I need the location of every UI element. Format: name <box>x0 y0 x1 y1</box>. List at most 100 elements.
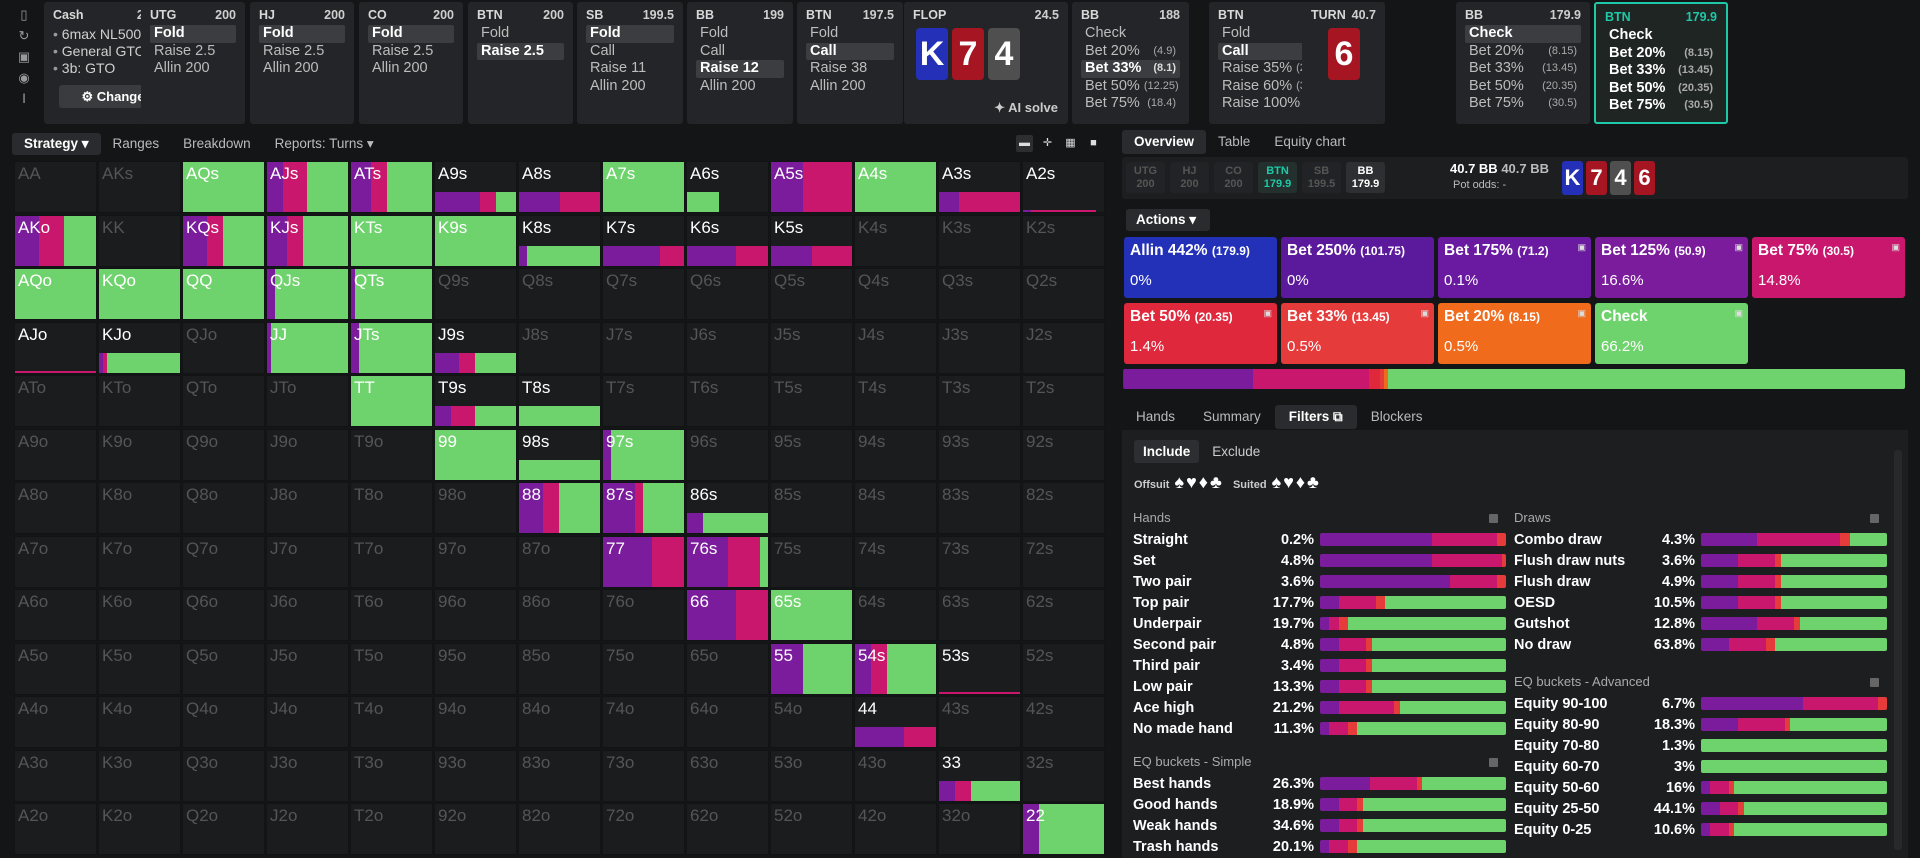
action-option[interactable]: Fold <box>696 25 784 43</box>
hand-cell[interactable]: 95o <box>434 642 517 695</box>
hand-cell[interactable]: 32s <box>1022 749 1105 802</box>
position-chip-hj[interactable]: HJ 200 <box>1170 162 1209 193</box>
hand-cell[interactable]: Q5s <box>770 268 853 320</box>
action-option[interactable]: Bet 75% (30.5) <box>1465 95 1581 113</box>
hand-cell[interactable]: AQs <box>182 161 265 213</box>
hand-cell[interactable]: A2s <box>1022 161 1105 213</box>
hand-cell[interactable]: 43o <box>854 749 937 802</box>
section-toggle-icon[interactable] <box>1489 514 1498 523</box>
suited-suit-icons[interactable]: ♠♥♦♣ <box>1271 472 1321 492</box>
hand-cell[interactable]: A8o <box>14 482 97 534</box>
bookmark-icon[interactable]: ▯ <box>20 7 28 22</box>
tab-filters[interactable]: Filters ⧉ <box>1274 405 1357 429</box>
hand-cell[interactable]: T2s <box>1022 375 1105 427</box>
action-option[interactable]: Call <box>806 42 894 60</box>
hand-cell[interactable]: Q6s <box>686 268 769 320</box>
filter-row[interactable]: Third pair 3.4% <box>1133 655 1506 676</box>
hand-cell[interactable]: A4o <box>14 696 97 748</box>
hand-cell[interactable]: 53o <box>770 749 853 802</box>
hand-cell[interactable]: 88 <box>518 482 601 534</box>
action-option[interactable]: Bet 20% (4.9) <box>1081 43 1180 61</box>
section-toggle-icon[interactable] <box>1870 678 1879 687</box>
hand-cell[interactable]: 42o <box>854 803 937 855</box>
filter-row[interactable]: Straight 0.2% <box>1133 529 1506 550</box>
hand-cell[interactable]: 96o <box>434 589 517 641</box>
tab-ranges[interactable]: Ranges <box>112 136 160 151</box>
action-option[interactable]: Call <box>1218 42 1326 60</box>
hand-cell[interactable]: 32o <box>938 803 1021 855</box>
filter-row[interactable]: Equity 90-100 6.7% <box>1514 693 1887 714</box>
hand-cell[interactable]: 82o <box>518 803 601 855</box>
hand-cell[interactable]: A5s <box>770 161 853 213</box>
hand-cell[interactable]: 82s <box>1022 482 1105 534</box>
hand-cell[interactable]: 43s <box>938 696 1021 748</box>
filter-row[interactable]: Flush draw 4.9% <box>1514 571 1887 592</box>
hand-cell[interactable]: 55 <box>770 642 853 695</box>
hand-cell[interactable]: Q9o <box>182 428 265 481</box>
hand-cell[interactable]: ATo <box>14 375 97 427</box>
tab-equity-chart[interactable]: Equity chart <box>1274 134 1346 149</box>
hand-cell[interactable]: T5o <box>350 642 433 695</box>
hand-cell[interactable]: A3s <box>938 161 1021 213</box>
action-option[interactable]: Raise 2.5 <box>477 42 564 60</box>
offsuit-suit-icons[interactable]: ♠♥♦♣ <box>1174 472 1224 492</box>
hand-cell[interactable]: 98o <box>434 482 517 534</box>
hand-cell[interactable]: K8s <box>518 214 601 267</box>
hand-cell[interactable]: 76s <box>686 535 769 588</box>
action-option[interactable]: Raise 2.5 <box>368 43 454 61</box>
position-chip-utg[interactable]: UTG 200 <box>1126 162 1165 193</box>
tab-overview[interactable]: Overview <box>1122 130 1207 154</box>
hand-cell[interactable]: JTs <box>350 321 433 374</box>
action-option[interactable]: Bet 75% (18.4) <box>1081 95 1180 113</box>
view-single-icon[interactable]: ▬ <box>1016 135 1033 152</box>
hand-cell[interactable]: TT <box>350 375 433 427</box>
hand-cell[interactable]: T8o <box>350 482 433 534</box>
hand-cell[interactable]: K6s <box>686 214 769 267</box>
hand-cell[interactable]: 75o <box>602 642 685 695</box>
hand-cell[interactable]: K8o <box>98 482 181 534</box>
hand-cell[interactable]: T6s <box>686 375 769 427</box>
filter-row[interactable]: Set 4.8% <box>1133 550 1506 571</box>
hand-cell[interactable]: AQo <box>14 268 97 320</box>
hand-cell[interactable]: Q3o <box>182 749 265 802</box>
action-option[interactable]: Fold <box>368 25 454 43</box>
hand-cell[interactable]: 84o <box>518 696 601 748</box>
hand-cell[interactable]: K2s <box>1022 214 1105 267</box>
action-option[interactable]: Raise 11 <box>586 60 674 78</box>
action-option[interactable]: Bet 50% (20.35) <box>1465 78 1581 96</box>
hand-cell[interactable]: 97o <box>434 535 517 588</box>
hand-cell[interactable]: AJs <box>266 161 349 213</box>
action-box[interactable]: Bet 33% (13.45) 0.5% ▣ <box>1281 303 1434 364</box>
hand-cell[interactable]: J8s <box>518 321 601 374</box>
hand-cell[interactable]: T3s <box>938 375 1021 427</box>
position-chip-co[interactable]: CO 200 <box>1214 162 1253 193</box>
hand-cell[interactable]: AKs <box>98 161 181 213</box>
filter-row[interactable]: Two pair 3.6% <box>1133 571 1506 592</box>
hand-cell[interactable]: 92s <box>1022 428 1105 481</box>
hand-cell[interactable]: 73o <box>602 749 685 802</box>
hand-cell[interactable]: 74o <box>602 696 685 748</box>
action-option[interactable]: Bet 33% (8.1) <box>1081 60 1180 78</box>
hand-cell[interactable]: KJo <box>98 321 181 374</box>
hand-cell[interactable]: AA <box>14 161 97 213</box>
filters-scrollbar[interactable] <box>1894 450 1902 850</box>
hand-cell[interactable]: J5o <box>266 642 349 695</box>
action-option[interactable]: Fold <box>586 25 674 43</box>
hand-cell[interactable]: A9s <box>434 161 517 213</box>
hand-cell[interactable]: QJo <box>182 321 265 374</box>
hand-cell[interactable]: 83s <box>938 482 1021 534</box>
hand-cell[interactable]: 44 <box>854 696 937 748</box>
hand-cell[interactable]: J3s <box>938 321 1021 374</box>
hand-cell[interactable]: Q3s <box>938 268 1021 320</box>
filter-row[interactable]: Combo draw 4.3% <box>1514 529 1887 550</box>
hand-cell[interactable]: 98s <box>518 428 601 481</box>
hand-cell[interactable]: AKo <box>14 214 97 267</box>
hand-cell[interactable]: J3o <box>266 749 349 802</box>
hand-cell[interactable]: A3o <box>14 749 97 802</box>
hand-cell[interactable]: 63o <box>686 749 769 802</box>
action-option[interactable]: Fold <box>477 25 564 43</box>
hand-cell[interactable]: 75s <box>770 535 853 588</box>
action-option[interactable]: Check <box>1081 25 1180 43</box>
hand-cell[interactable]: A6o <box>14 589 97 641</box>
filter-row[interactable]: Best hands 26.3% <box>1133 773 1506 794</box>
